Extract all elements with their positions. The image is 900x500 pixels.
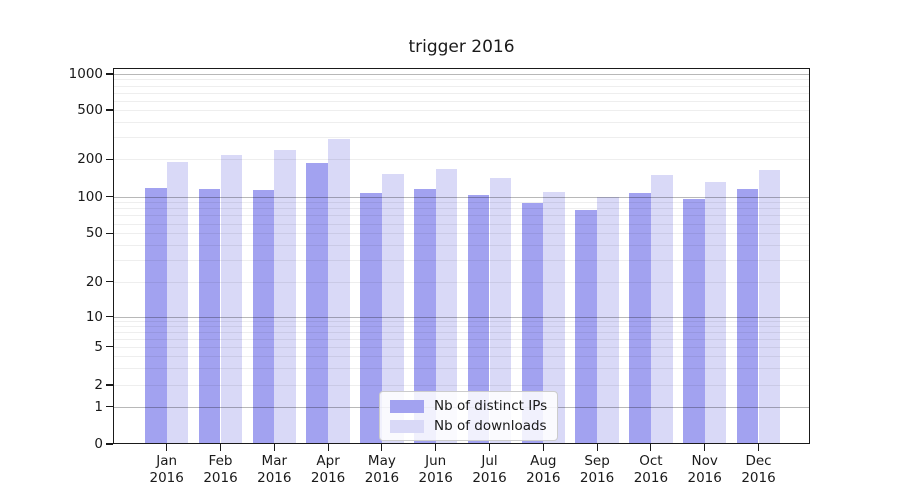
x-tick-mark — [166, 444, 168, 451]
x-tick-label: Jul 2016 — [472, 453, 507, 486]
y-tick-label: 10 — [85, 308, 103, 325]
y-tick-mark — [106, 73, 113, 75]
bar-downloads — [758, 170, 781, 443]
x-tick-mark — [704, 444, 706, 451]
bar-distinct-ips — [683, 198, 705, 443]
y-tick-mark — [106, 315, 113, 318]
y-tick-label: 2 — [94, 377, 103, 393]
y-tick-mark — [106, 109, 113, 111]
y-tick-mark — [106, 158, 113, 160]
x-tick-label: Feb 2016 — [203, 453, 238, 486]
x-tick-label: Sep 2016 — [579, 453, 615, 486]
bar-downloads — [166, 162, 189, 443]
bar-downloads — [704, 181, 727, 443]
bar-downloads — [328, 139, 350, 443]
x-tick-mark — [542, 444, 544, 451]
bar-downloads — [489, 178, 512, 443]
bar-distinct-ips — [306, 162, 329, 443]
bar-downloads — [220, 154, 243, 443]
x-tick-label: Oct 2016 — [633, 453, 669, 486]
bar-distinct-ips — [198, 188, 221, 443]
bar-downloads — [650, 175, 673, 443]
y-tick-mark — [106, 232, 113, 234]
y-tick-label: 20 — [85, 273, 103, 290]
x-tick-label: Mar 2016 — [257, 453, 292, 486]
x-tick-mark — [219, 444, 222, 451]
x-tick-mark — [488, 444, 491, 451]
bar-distinct-ips — [629, 192, 651, 443]
bars-layer — [114, 69, 809, 443]
y-tick-label: 1 — [94, 398, 103, 415]
bar-downloads — [435, 168, 458, 443]
x-tick-label: Aug 2016 — [526, 453, 561, 486]
legend-item: Nb of downloads — [390, 418, 547, 434]
y-tick-label: 50 — [85, 225, 103, 242]
plot-area: Nb of distinct IPs Nb of downloads — [113, 68, 810, 444]
y-tick-label: 0 — [94, 436, 103, 452]
x-tick-label: May 2016 — [364, 453, 400, 486]
legend-label-distinct-ips: Nb of distinct IPs — [434, 398, 548, 414]
x-tick-label: Nov 2016 — [687, 453, 722, 486]
x-tick-mark — [327, 444, 329, 451]
bar-distinct-ips — [575, 209, 598, 443]
y-tick-mark — [106, 384, 113, 386]
y-tick-label: 1000 — [68, 66, 103, 82]
bar-distinct-ips — [360, 193, 382, 443]
chart-title: trigger 2016 — [408, 37, 515, 57]
x-tick-label: Jun 2016 — [418, 453, 453, 486]
x-tick-mark — [757, 444, 760, 451]
bar-distinct-ips — [521, 202, 544, 443]
legend: Nb of distinct IPs Nb of downloads — [379, 391, 559, 441]
legend-swatch-distinct-ips — [390, 399, 424, 413]
bar-downloads — [274, 149, 296, 443]
x-tick-mark — [435, 444, 437, 451]
x-tick-mark — [596, 444, 598, 451]
bar-distinct-ips — [467, 194, 490, 443]
legend-label-downloads: Nb of downloads — [434, 418, 547, 434]
y-tick-label: 100 — [77, 188, 103, 205]
x-tick-mark — [273, 444, 275, 451]
x-tick-label: Apr 2016 — [310, 453, 346, 486]
bar-downloads — [381, 174, 404, 443]
bar-downloads — [543, 191, 565, 443]
y-tick-label: 500 — [77, 102, 103, 118]
bar-downloads — [597, 196, 619, 443]
x-tick-mark — [650, 444, 652, 451]
bar-distinct-ips — [736, 188, 759, 443]
bar-distinct-ips — [145, 188, 167, 443]
x-tick-label: Dec 2016 — [741, 453, 776, 486]
y-tick-mark — [106, 281, 113, 283]
x-tick-label: Jan 2016 — [149, 453, 184, 486]
legend-item: Nb of distinct IPs — [390, 398, 547, 414]
legend-swatch-downloads — [390, 419, 424, 433]
y-tick-mark — [106, 346, 113, 348]
y-tick-mark — [106, 443, 113, 445]
y-tick-mark — [106, 406, 113, 408]
x-tick-mark — [381, 444, 383, 451]
y-tick-label: 5 — [94, 338, 103, 355]
bar-distinct-ips — [252, 190, 275, 443]
bar-distinct-ips — [414, 188, 436, 443]
y-tick-mark — [106, 195, 113, 198]
y-tick-label: 200 — [77, 151, 103, 168]
